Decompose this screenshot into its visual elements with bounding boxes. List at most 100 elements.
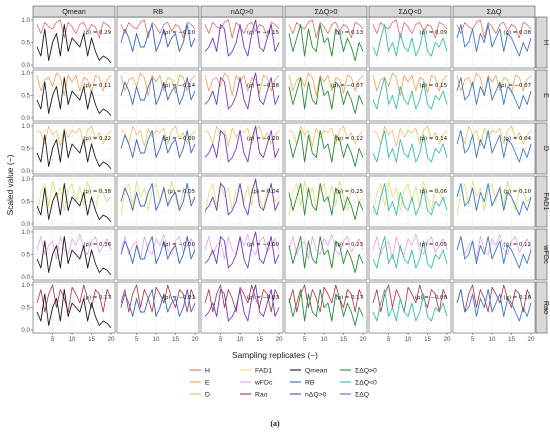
series-line-E: [288, 72, 364, 96]
panel: (ρ) = 0.16: [452, 281, 536, 334]
series-line-wFDc: [204, 233, 280, 260]
correlation-label: (ρ) = −0.20: [247, 136, 280, 142]
legend-label: H: [205, 367, 210, 374]
column-strip-label: RB: [153, 7, 163, 16]
panel: (ρ) = −0.20: [200, 122, 284, 175]
series-line-Rao: [120, 284, 196, 313]
row-strip-label: FAD1: [542, 193, 550, 211]
panel: (ρ) = 0.05: [116, 175, 200, 228]
series-line-E: [204, 72, 280, 96]
column-strip-label: nΔQ>0: [231, 7, 254, 16]
row-strip-bg: [535, 175, 548, 228]
column-strip-bg: [284, 5, 368, 18]
correlation-label: (ρ) = −0.38: [247, 83, 280, 89]
series-line-wFDc: [120, 233, 196, 260]
series-line-wFDc: [456, 233, 532, 260]
x-tick-label: 20: [360, 336, 367, 343]
series-line-nΔQ>0: [204, 72, 280, 110]
panel: (ρ) = −0.00: [200, 228, 284, 281]
series-line-Qmean: [36, 24, 112, 64]
series-line-wFDc: [372, 233, 448, 260]
x-tick-label: 10: [69, 336, 76, 343]
correlation-label: (ρ) = −0.14: [163, 83, 196, 89]
legend-label: Qmean: [305, 367, 328, 374]
x-tick-label: 20: [444, 336, 451, 343]
series-line-ΣΔQ>0: [288, 236, 364, 273]
legend-label: ΣΔQ: [355, 391, 369, 398]
x-tick-label: 15: [340, 336, 347, 343]
panel: (ρ) = 0.25: [284, 175, 368, 228]
series-line-Rao: [36, 284, 112, 313]
row-strips: H E D FAD1 wFDc Rao: [535, 16, 550, 334]
panel: (ρ) = −0.08: [368, 281, 452, 334]
x-tick-label: 15: [256, 336, 263, 343]
series-line-H: [120, 19, 196, 39]
series-line-Qmean: [36, 289, 112, 329]
column-strips: Qmean RB nΔQ>0 ΣΔQ>0 ΣΔQ<0 ΣΔQ: [32, 5, 536, 18]
series-line-H: [36, 19, 112, 39]
panel: (ρ) = 0.06: [368, 175, 452, 228]
correlation-label: (ρ) = 0.05: [167, 189, 195, 195]
panel: (ρ) = 0.11: [32, 69, 116, 122]
y-tick-label: 1.0: [21, 176, 30, 183]
column-strip-bg: [452, 5, 536, 18]
panel: (ρ) = 0.36: [32, 228, 116, 281]
series-line-E: [456, 72, 532, 96]
y-tick-label: 0.0: [21, 327, 30, 334]
series-line-E: [120, 72, 196, 96]
row-strip-bg: [535, 228, 548, 281]
x-tick-label: 10: [405, 336, 412, 343]
correlation-label: (ρ) = −0.03: [247, 295, 279, 301]
y-tick-label: 1.0: [21, 17, 30, 24]
row-strip-bg: [535, 69, 548, 122]
legend-label: E: [205, 379, 210, 386]
x-axis-title: Sampling replicates (−): [232, 350, 318, 360]
panel: (ρ) = 0.17: [284, 281, 368, 334]
row-strip-bg: [535, 16, 548, 69]
row-strip-label: wFDc: [542, 244, 550, 264]
series-line-H: [456, 19, 532, 39]
correlation-label: (ρ) = −0.07: [331, 83, 363, 89]
series-line-ΣΔQ: [456, 77, 532, 110]
series-line-ΣΔQ>0: [288, 77, 364, 114]
x-tick-label: 5: [135, 336, 139, 343]
series-line-ΣΔQ: [456, 289, 532, 322]
panel: (ρ) = 0.13: [284, 16, 368, 69]
series-line-Qmean: [36, 183, 112, 223]
correlation-label: (ρ) = 0.04: [251, 189, 279, 195]
series-line-ΣΔQ: [456, 130, 532, 163]
panel: (ρ) = −0.10: [116, 16, 200, 69]
series-line-D: [372, 125, 448, 147]
series-line-wFDc: [36, 233, 112, 260]
correlation-label: (ρ) = 0.22: [83, 136, 111, 142]
panel: (ρ) = 0.12: [284, 122, 368, 175]
panel: (ρ) = 0.22: [32, 122, 116, 175]
y-tick-label: 0.5: [21, 252, 30, 259]
legend-label: D: [205, 391, 210, 398]
correlation-label: (ρ) = −0.01: [163, 295, 195, 301]
row-strip-label: E: [542, 93, 550, 98]
row-strip-label: Rao: [542, 301, 550, 314]
correlation-label: (ρ) = −0.00: [247, 242, 280, 248]
row-strip-label: D: [542, 146, 550, 151]
correlation-label: (ρ) = −0.00: [163, 242, 196, 248]
correlation-label: (ρ) = 0.06: [419, 189, 447, 195]
series-line-RB: [120, 24, 196, 52]
series-line-nΔQ>0: [204, 178, 280, 216]
y-axis-title: Scaled value (−): [5, 154, 15, 215]
legend-label: Rao: [255, 391, 268, 398]
series-line-H: [204, 19, 280, 39]
series-line-ΣΔQ: [456, 236, 532, 269]
x-tick-label: 20: [276, 336, 283, 343]
row-strip-bg: [535, 281, 548, 334]
series-line-RB: [120, 183, 196, 211]
x-tick-label: 10: [237, 336, 244, 343]
x-axis-ticks: 5 10 15 20 5 10 15 20 5 10 15 20 5 10 15 20 5 10 15 20 5 10 15…: [51, 333, 535, 343]
series-line-FAD1: [456, 180, 532, 216]
x-tick-label: 20: [192, 336, 199, 343]
correlation-label: (ρ) = 0.38: [83, 189, 111, 195]
legend: H FAD1 Qmean ΣΔQ>0 E wFDc RB ΣΔQ<0 D Rao nΔQ>0 ΣΔQ: [190, 367, 377, 398]
panel: (ρ) = −0.00: [116, 228, 200, 281]
correlation-label: (ρ) = 0.23: [335, 242, 363, 248]
